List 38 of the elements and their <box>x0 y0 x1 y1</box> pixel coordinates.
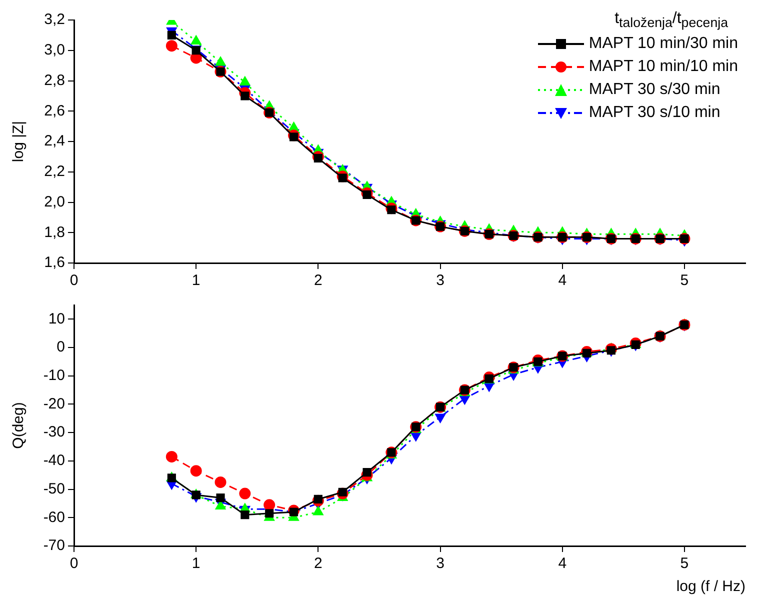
x-tick-label: 4 <box>558 272 567 290</box>
y-tick-label: 2,8 <box>44 72 65 89</box>
y-tick-label: -30 <box>43 424 65 441</box>
x-tick-label: 4 <box>558 555 567 572</box>
x-axis-title: log (f / Hz) <box>676 578 746 596</box>
y-tick-label: 1,6 <box>44 254 65 272</box>
legend-label: MAPT 30 s/30 min <box>588 80 720 99</box>
y-tick-label: 3,0 <box>44 42 65 59</box>
x-tick-label: 1 <box>192 272 200 290</box>
x-tick-label: 0 <box>70 555 78 572</box>
legend-title: t$_{taloženja}$/t$_{pecenja}$ <box>614 10 729 30</box>
y-tick-label: 3,2 <box>44 11 65 28</box>
y-tick-label: 2,0 <box>44 193 65 210</box>
legend-label: MAPT 30 s/10 min <box>588 104 720 122</box>
y-tick-label: 2,4 <box>44 132 65 150</box>
y-tick-label: 10 <box>48 310 65 328</box>
x-tick-label: 5 <box>680 555 689 572</box>
y-tick-label: -20 <box>43 395 65 412</box>
y-tick-label: 2,6 <box>44 102 65 120</box>
legend-label: MAPT 10 min/10 min <box>588 58 738 76</box>
y-tick-label: -10 <box>43 367 65 384</box>
legend-label: MAPT 10 min/30 min <box>588 34 738 53</box>
y-tick-label: -60 <box>43 508 65 526</box>
y-tick-label: 1,8 <box>44 224 65 241</box>
y-axis-title: log |Z| <box>10 120 28 162</box>
y-tick-label: -40 <box>43 452 65 470</box>
y-axis-title: Q(deg) <box>10 402 28 449</box>
y-tick-label: 2,2 <box>44 163 65 180</box>
y-tick-label: -70 <box>43 537 65 554</box>
y-tick-label: 0 <box>56 338 65 356</box>
x-tick-label: 0 <box>70 272 78 290</box>
x-tick-label: 2 <box>314 272 322 290</box>
x-tick-label: 1 <box>192 555 200 572</box>
x-tick-label: 3 <box>436 272 444 290</box>
x-tick-label: 5 <box>680 272 689 290</box>
x-tick-label: 2 <box>314 555 322 572</box>
x-tick-label: 3 <box>436 555 444 572</box>
y-tick-label: -50 <box>43 480 65 498</box>
